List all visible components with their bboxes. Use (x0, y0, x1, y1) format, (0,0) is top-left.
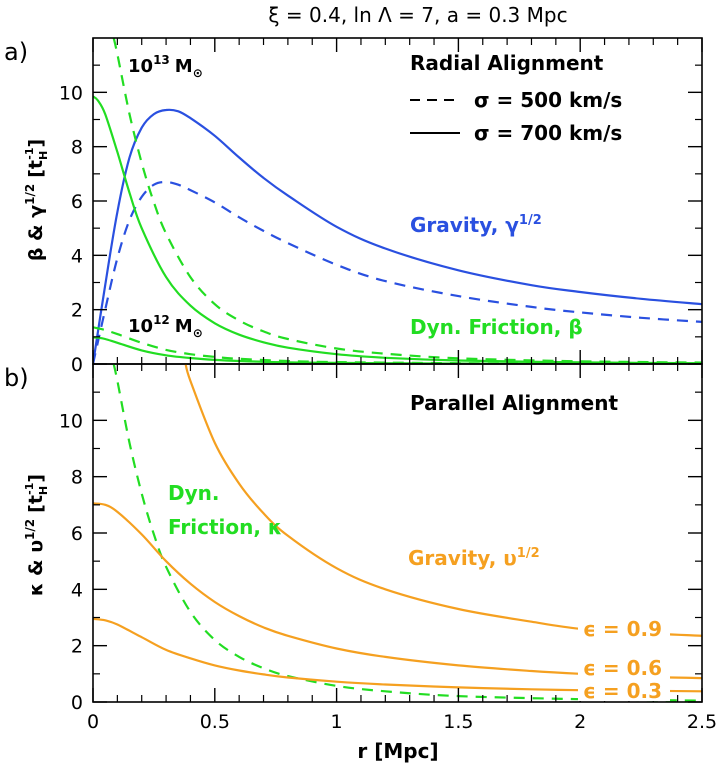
ytick-label-a: 8 (71, 137, 83, 159)
legend-solid-label: σ = 700 km/s (474, 121, 622, 145)
ytick-label-b: 10 (59, 410, 83, 432)
xtick-label: 0.5 (200, 711, 230, 733)
legend-radial-title: Radial Alignment (410, 51, 604, 75)
legend-dashed-label: σ = 500 km/s (474, 88, 622, 112)
xtick-label: 2.5 (687, 711, 717, 733)
panel-b-label: b) (4, 364, 29, 392)
gravity-gamma-label: Gravity, γ1/2 (410, 213, 542, 237)
ytick-label-a: 10 (59, 82, 83, 104)
friction-kappa-label-1: Dyn. (168, 481, 219, 505)
panel-a-ylabel: β & γ1/2[tH-1] (23, 139, 50, 261)
series-line-a-4 (93, 336, 702, 364)
panel-b-ylabel: κ & υ1/2[tH-1] (23, 474, 50, 596)
panel-a-label: a) (4, 38, 28, 66)
ytick-label-a: 4 (71, 245, 83, 267)
panel-b-plot: 0 2 4 6 8 10 0 0.5 1 1.5 2 2.5 (59, 363, 717, 733)
gravity-upsilon-label: Gravity, υ1/2 (408, 546, 540, 570)
eps-09-bg (578, 616, 670, 640)
mass-12-label: 1012 M⊙ (128, 313, 203, 340)
ytick-label-a: 2 (71, 300, 83, 322)
mass-13-label: 1013 M⊙ (128, 53, 203, 80)
series-line-b-0 (112, 364, 702, 702)
ytick-label-a: 6 (71, 191, 83, 213)
ytick-label-a: 0 (71, 354, 83, 376)
eps-06-bg (578, 655, 670, 679)
eps-03-bg (578, 680, 670, 701)
xtick-label: 2 (574, 711, 586, 733)
xtick-label: 0 (87, 711, 99, 733)
series-line-b-3 (93, 617, 702, 693)
series-line-a-0 (93, 108, 702, 364)
ytick-label-b: 0 (71, 692, 83, 714)
x-axis-label: r [Mpc] (357, 739, 438, 763)
legend-parallel-title: Parallel Alignment (410, 391, 618, 415)
ytick-label-b: 8 (71, 467, 83, 489)
xtick-label: 1.5 (443, 711, 473, 733)
ytick-label-b: 2 (71, 636, 83, 658)
figure-title: ξ = 0.4, ln Λ = 7, a = 0.3 Mpc (268, 3, 567, 27)
series-group-b (93, 364, 702, 702)
friction-beta-label: Dyn. Friction, β (410, 315, 583, 339)
series-line-b-2 (93, 502, 702, 680)
friction-kappa-label-2: Friction, κ (168, 515, 282, 539)
xtick-label: 1 (331, 711, 343, 733)
eps-09-label: ϵ = 0.9 (583, 617, 662, 641)
ytick-label-b: 6 (71, 523, 83, 545)
series-line-a-1 (93, 180, 702, 364)
eps-06-label: ϵ = 0.6 (583, 656, 662, 680)
ytick-label-b: 4 (71, 579, 83, 601)
eps-03-label: ϵ = 0.3 (583, 679, 662, 703)
